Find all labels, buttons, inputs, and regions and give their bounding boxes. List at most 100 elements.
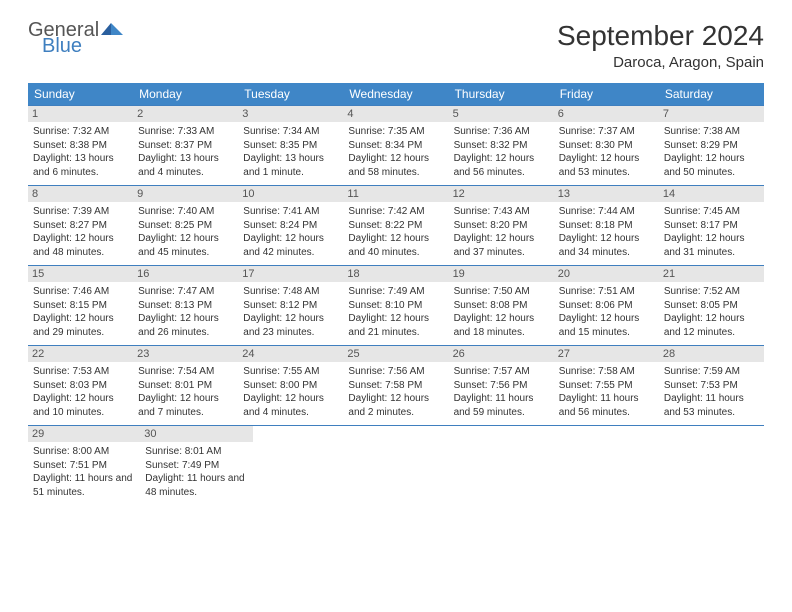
day-number: 28	[659, 346, 764, 362]
location: Daroca, Aragon, Spain	[557, 54, 764, 71]
day-cell: 27 Sunrise: 7:58 AMSunset: 7:55 PMDayligh…	[554, 346, 659, 425]
logo: General Blue	[28, 20, 123, 56]
day-header-thursday: Thursday	[449, 83, 554, 105]
day-number: 13	[554, 186, 659, 202]
day-details: Sunrise: 7:42 AMSunset: 8:22 PMDaylight:…	[348, 205, 443, 259]
day-cell: 13 Sunrise: 7:44 AMSunset: 8:18 PMDayligh…	[554, 186, 659, 265]
day-number: 12	[449, 186, 554, 202]
day-details: Sunrise: 7:50 AMSunset: 8:08 PMDaylight:…	[454, 285, 549, 339]
week-row: 29 Sunrise: 8:00 AMSunset: 7:51 PMDayligh…	[28, 425, 764, 505]
day-details: Sunrise: 7:43 AMSunset: 8:20 PMDaylight:…	[454, 205, 549, 259]
empty-cell	[457, 426, 559, 505]
day-number: 18	[343, 266, 448, 282]
day-details: Sunrise: 7:52 AMSunset: 8:05 PMDaylight:…	[664, 285, 759, 339]
week-row: 1 Sunrise: 7:32 AMSunset: 8:38 PMDaylight…	[28, 105, 764, 185]
day-number: 10	[238, 186, 343, 202]
day-cell: 8 Sunrise: 7:39 AMSunset: 8:27 PMDaylight…	[28, 186, 133, 265]
day-number: 3	[238, 106, 343, 122]
day-details: Sunrise: 7:45 AMSunset: 8:17 PMDaylight:…	[664, 205, 759, 259]
day-number: 15	[28, 266, 133, 282]
day-details: Sunrise: 7:59 AMSunset: 7:53 PMDaylight:…	[664, 365, 759, 419]
day-cell: 1 Sunrise: 7:32 AMSunset: 8:38 PMDaylight…	[28, 106, 133, 185]
day-cell: 23Sunrise: 7:54 AMSunset: 8:01 PMDayligh…	[133, 346, 238, 425]
header: General Blue September 2024 Daroca, Arag…	[28, 20, 764, 71]
day-header-sunday: Sunday	[28, 83, 133, 105]
day-details: Sunrise: 7:58 AMSunset: 7:55 PMDaylight:…	[559, 365, 654, 419]
day-details: Sunrise: 7:33 AMSunset: 8:37 PMDaylight:…	[138, 125, 233, 179]
day-details: Sunrise: 7:57 AMSunset: 7:56 PMDaylight:…	[454, 365, 549, 419]
day-cell: 16 Sunrise: 7:47 AMSunset: 8:13 PMDayligh…	[133, 266, 238, 345]
day-cell: 18 Sunrise: 7:49 AMSunset: 8:10 PMDayligh…	[343, 266, 448, 345]
day-cell: 7 Sunrise: 7:38 AMSunset: 8:29 PMDaylight…	[659, 106, 764, 185]
day-details: Sunrise: 7:37 AMSunset: 8:30 PMDaylight:…	[559, 125, 654, 179]
month-title: September 2024	[557, 20, 764, 52]
day-details: Sunrise: 7:44 AMSunset: 8:18 PMDaylight:…	[559, 205, 654, 259]
day-details: Sunrise: 8:00 AMSunset: 7:51 PMDaylight:…	[33, 445, 135, 499]
day-details: Sunrise: 7:51 AMSunset: 8:06 PMDaylight:…	[559, 285, 654, 339]
day-details: Sunrise: 7:35 AMSunset: 8:34 PMDaylight:…	[348, 125, 443, 179]
day-number: 8	[28, 186, 133, 202]
day-details: Sunrise: 7:48 AMSunset: 8:12 PMDaylight:…	[243, 285, 338, 339]
day-cell: 5Sunrise: 7:36 AMSunset: 8:32 PMDaylight…	[449, 106, 554, 185]
day-details: Sunrise: 7:38 AMSunset: 8:29 PMDaylight:…	[664, 125, 759, 179]
day-cell: 9Sunrise: 7:40 AMSunset: 8:25 PMDaylight…	[133, 186, 238, 265]
day-cell: 19Sunrise: 7:50 AMSunset: 8:08 PMDayligh…	[449, 266, 554, 345]
day-number: 16	[133, 266, 238, 282]
day-header-tuesday: Tuesday	[238, 83, 343, 105]
day-cell: 10 Sunrise: 7:41 AMSunset: 8:24 PMDayligh…	[238, 186, 343, 265]
day-number: 21	[659, 266, 764, 282]
week-row: 15 Sunrise: 7:46 AMSunset: 8:15 PMDayligh…	[28, 265, 764, 345]
day-cell: 6 Sunrise: 7:37 AMSunset: 8:30 PMDaylight…	[554, 106, 659, 185]
day-number: 22	[28, 346, 133, 362]
day-details: Sunrise: 7:53 AMSunset: 8:03 PMDaylight:…	[33, 365, 128, 419]
day-header-monday: Monday	[133, 83, 238, 105]
day-details: Sunrise: 7:46 AMSunset: 8:15 PMDaylight:…	[33, 285, 128, 339]
day-cell: 12 Sunrise: 7:43 AMSunset: 8:20 PMDayligh…	[449, 186, 554, 265]
day-cell: 28 Sunrise: 7:59 AMSunset: 7:53 PMDayligh…	[659, 346, 764, 425]
day-cell: 3 Sunrise: 7:34 AMSunset: 8:35 PMDaylight…	[238, 106, 343, 185]
day-number: 5	[449, 106, 554, 122]
empty-cell	[559, 426, 661, 505]
day-details: Sunrise: 7:55 AMSunset: 8:00 PMDaylight:…	[243, 365, 338, 419]
day-number: 4	[343, 106, 448, 122]
day-number: 29	[28, 426, 140, 442]
day-details: Sunrise: 7:56 AMSunset: 7:58 PMDaylight:…	[348, 365, 443, 419]
day-cell: 24Sunrise: 7:55 AMSunset: 8:00 PMDayligh…	[238, 346, 343, 425]
day-details: Sunrise: 7:49 AMSunset: 8:10 PMDaylight:…	[348, 285, 443, 339]
day-details: Sunrise: 7:32 AMSunset: 8:38 PMDaylight:…	[33, 125, 128, 179]
day-details: Sunrise: 7:47 AMSunset: 8:13 PMDaylight:…	[138, 285, 233, 339]
empty-cell	[662, 426, 764, 505]
day-details: Sunrise: 7:39 AMSunset: 8:27 PMDaylight:…	[33, 205, 128, 259]
day-number: 26	[449, 346, 554, 362]
day-number: 11	[343, 186, 448, 202]
day-details: Sunrise: 7:41 AMSunset: 8:24 PMDaylight:…	[243, 205, 338, 259]
day-cell: 11 Sunrise: 7:42 AMSunset: 8:22 PMDayligh…	[343, 186, 448, 265]
day-number: 25	[343, 346, 448, 362]
empty-cell	[253, 426, 355, 505]
day-number: 1	[28, 106, 133, 122]
day-number: 7	[659, 106, 764, 122]
day-details: Sunrise: 8:01 AMSunset: 7:49 PMDaylight:…	[145, 445, 247, 499]
day-cell: 15 Sunrise: 7:46 AMSunset: 8:15 PMDayligh…	[28, 266, 133, 345]
day-number: 20	[554, 266, 659, 282]
day-header-wednesday: Wednesday	[343, 83, 448, 105]
day-cell: 26 Sunrise: 7:57 AMSunset: 7:56 PMDayligh…	[449, 346, 554, 425]
flag-icon	[101, 21, 123, 39]
week-row: 22 Sunrise: 7:53 AMSunset: 8:03 PMDayligh…	[28, 345, 764, 425]
day-number: 27	[554, 346, 659, 362]
day-number: 6	[554, 106, 659, 122]
day-header-friday: Friday	[554, 83, 659, 105]
day-details: Sunrise: 7:34 AMSunset: 8:35 PMDaylight:…	[243, 125, 338, 179]
day-cell: 4 Sunrise: 7:35 AMSunset: 8:34 PMDaylight…	[343, 106, 448, 185]
empty-cell	[355, 426, 457, 505]
day-details: Sunrise: 7:40 AMSunset: 8:25 PMDaylight:…	[138, 205, 233, 259]
day-cell: 22 Sunrise: 7:53 AMSunset: 8:03 PMDayligh…	[28, 346, 133, 425]
calendar: SundayMondayTuesdayWednesdayThursdayFrid…	[28, 83, 764, 505]
day-number: 17	[238, 266, 343, 282]
day-cell: 29 Sunrise: 8:00 AMSunset: 7:51 PMDayligh…	[28, 426, 140, 505]
week-row: 8 Sunrise: 7:39 AMSunset: 8:27 PMDaylight…	[28, 185, 764, 265]
day-cell: 14Sunrise: 7:45 AMSunset: 8:17 PMDayligh…	[659, 186, 764, 265]
day-cell: 25 Sunrise: 7:56 AMSunset: 7:58 PMDayligh…	[343, 346, 448, 425]
logo-blue: Blue	[42, 36, 82, 56]
day-cell: 20 Sunrise: 7:51 AMSunset: 8:06 PMDayligh…	[554, 266, 659, 345]
